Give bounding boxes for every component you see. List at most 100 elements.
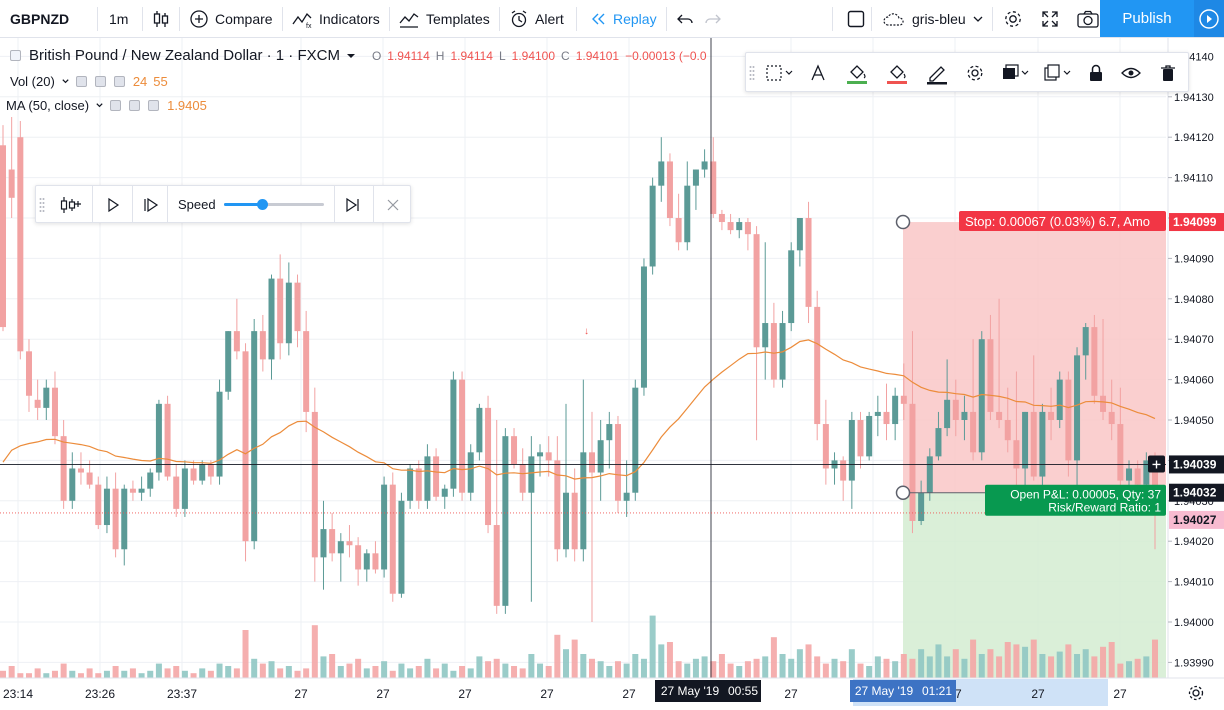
candle-body <box>173 476 180 509</box>
alert-button[interactable]: Alert <box>503 0 570 37</box>
visual-order-button[interactable] <box>996 58 1036 88</box>
volume-bar <box>1004 642 1011 678</box>
expand-button[interactable] <box>1034 0 1066 37</box>
clone-button[interactable] <box>1038 58 1078 88</box>
jump-to-realtime-button[interactable] <box>336 191 370 219</box>
snapshot-button[interactable] <box>1070 0 1106 37</box>
stop-label: Stop: 0.00067 (0.03%) 6.7, Amo <box>965 214 1150 229</box>
play-button[interactable] <box>96 191 130 219</box>
volume-bar <box>909 658 916 678</box>
candle-body <box>407 468 414 501</box>
template-button[interactable] <box>760 58 800 88</box>
fullscreen-toggle-button[interactable] <box>840 0 872 37</box>
entry-handle[interactable] <box>895 485 911 500</box>
volume-bar <box>259 663 266 678</box>
speed-slider[interactable] <box>224 199 324 210</box>
publish-menu-button[interactable] <box>1194 0 1224 37</box>
compare-button[interactable]: Compare <box>183 0 279 37</box>
candle-body <box>34 399 41 408</box>
candle-body <box>251 331 258 542</box>
replay-control-bar: Speed <box>35 185 411 223</box>
crosshair-price-tag-bg <box>1169 455 1224 474</box>
volume-bar <box>129 668 136 678</box>
line-color-button[interactable] <box>920 58 954 88</box>
candle-body <box>155 403 162 473</box>
volume-bar <box>485 661 492 678</box>
chart-area[interactable]: ↓ Stop: 0.00067 (0.03%) 6.7, Amo Open P&L:… <box>0 38 1224 710</box>
price-tick-label: 1.94070 <box>1174 334 1214 346</box>
publish-button[interactable]: Publish <box>1100 0 1194 37</box>
text-button[interactable] <box>802 58 834 88</box>
close-replay-button[interactable] <box>376 191 410 219</box>
symbol-search[interactable]: GBPNZD <box>4 0 75 37</box>
layout-menu-button[interactable]: gris-bleu <box>876 0 990 37</box>
volume-bar <box>407 668 414 678</box>
candle-body <box>77 468 84 473</box>
candle-body <box>450 379 457 489</box>
gear-icon[interactable] <box>129 100 141 111</box>
step-forward-button[interactable] <box>134 191 168 219</box>
volume-bar <box>519 668 526 678</box>
select-bar-button[interactable] <box>54 191 88 219</box>
drawing-settings-button[interactable] <box>958 58 992 88</box>
templates-button[interactable]: Templates <box>392 0 496 37</box>
top-toolbar: GBPNZD 1m Compare fx Indicators Template… <box>0 0 1224 38</box>
volume-bar <box>1143 656 1150 678</box>
fill-color-button-2[interactable] <box>880 58 914 88</box>
stop-handle[interactable] <box>895 214 911 230</box>
candle-body <box>1004 420 1011 441</box>
chart-settings-button[interactable] <box>1188 685 1204 701</box>
candle-body <box>381 484 388 570</box>
volume-bar <box>831 658 838 678</box>
volume-bar <box>753 658 760 678</box>
replay-button[interactable]: Replay <box>583 0 663 37</box>
candle-body <box>666 161 673 218</box>
settings-button[interactable] <box>996 0 1030 37</box>
volume-bar <box>363 668 370 678</box>
ma-legend[interactable]: MA (50, close) 1.9405 <box>6 98 207 113</box>
speed-slider-thumb[interactable] <box>257 199 268 210</box>
price-chart[interactable]: ↓ Stop: 0.00067 (0.03%) 6.7, Amo Open P&L:… <box>0 38 1224 710</box>
drag-handle-icon[interactable] <box>749 64 755 82</box>
text-icon <box>811 64 825 81</box>
eye-icon[interactable] <box>110 100 122 111</box>
hide-button[interactable] <box>1115 58 1147 88</box>
candle-body <box>588 452 595 473</box>
close-icon[interactable] <box>148 100 160 111</box>
interval-button[interactable]: 1m <box>103 0 134 37</box>
eye-icon[interactable] <box>75 76 87 87</box>
volume-bar <box>277 668 284 678</box>
close-icon[interactable] <box>113 76 125 87</box>
volume-bar <box>588 658 595 678</box>
redo-button[interactable] <box>698 0 728 37</box>
candles-series <box>0 117 1158 622</box>
drag-handle-icon[interactable] <box>39 196 45 214</box>
gear-icon[interactable] <box>94 76 106 87</box>
chart-style-button[interactable] <box>145 0 177 37</box>
volume-bar <box>467 668 474 678</box>
volume-bar <box>978 654 985 678</box>
indicators-button[interactable]: fx Indicators <box>285 0 386 37</box>
candle-body <box>1030 411 1037 477</box>
position-zones <box>903 222 1166 678</box>
volume-legend[interactable]: Vol (20) 24 55 <box>10 74 168 89</box>
volume-bar <box>814 656 821 678</box>
price-tick-label: 1.94110 <box>1174 173 1213 185</box>
fill-color-button[interactable] <box>840 58 874 88</box>
volume-bar <box>415 666 422 678</box>
volume-bar <box>718 654 725 678</box>
candle-body <box>389 484 396 594</box>
undo-button[interactable] <box>670 0 700 37</box>
candle-body <box>1100 395 1107 412</box>
volume-bar <box>294 670 301 678</box>
candle-body <box>493 525 500 606</box>
camera-icon <box>1077 10 1099 28</box>
time-tick-label: 27 <box>294 687 308 701</box>
volume-bar <box>874 656 881 678</box>
candle-body <box>519 464 526 493</box>
lock-button[interactable] <box>1080 58 1112 88</box>
price-axis[interactable]: 1.941401.941301.941201.941101.941001.940… <box>1167 38 1224 678</box>
delete-button[interactable] <box>1152 58 1184 88</box>
